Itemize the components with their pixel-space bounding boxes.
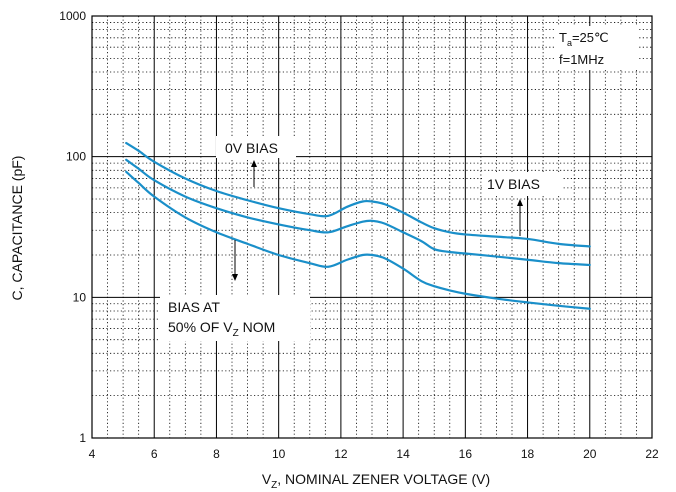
x-tick-label: 18 <box>521 447 535 461</box>
x-axis-label: VZ, NOMINAL ZENER VOLTAGE (V) <box>262 471 490 491</box>
bias-half-suffix: NOM <box>239 319 276 335</box>
plot-frame <box>91 15 653 439</box>
bias-half-label-line2: 50% OF VZ NOM <box>168 319 275 339</box>
bias-0v-arrowhead <box>251 160 257 167</box>
bias-1v-label: 1V BIAS <box>487 176 540 192</box>
x-tick-label: 6 <box>151 447 158 461</box>
bias-0v-box <box>216 136 296 158</box>
x-tick-label: 12 <box>334 447 348 461</box>
x-tick-label: 22 <box>645 447 659 461</box>
bias-half-sub: Z <box>233 328 239 339</box>
major-grid <box>92 16 652 438</box>
minor-grid <box>92 16 652 438</box>
ta-suffix: =25℃ <box>572 30 609 45</box>
x-axis-label-prefix: V <box>262 471 272 487</box>
x-tick-label: 10 <box>272 447 286 461</box>
y-tick-label: 1 <box>79 431 86 445</box>
bias-0v-label: 0V BIAS <box>225 140 278 156</box>
x-tick-label: 8 <box>213 447 220 461</box>
series-group <box>125 141 591 310</box>
x-tick-label: 14 <box>396 447 410 461</box>
ta-sub: a <box>567 38 572 48</box>
y-tick-label: 1000 <box>59 9 86 23</box>
series-line-1 <box>125 141 591 248</box>
bias-half-arrowhead <box>232 274 238 281</box>
y-axis-label: C, CAPACITANCE (pF) <box>9 156 25 301</box>
bias-half-box <box>160 295 310 341</box>
series-line-2 <box>125 158 591 267</box>
condition-temperature: Ta=25℃ <box>559 30 609 48</box>
x-tick-label: 16 <box>459 447 473 461</box>
bias-1v-arrowhead <box>517 199 523 206</box>
conditions-box <box>555 26 639 70</box>
bias-1v-box <box>482 172 562 196</box>
bias-half-label-line1: BIAS AT <box>168 299 220 315</box>
x-tick-label: 20 <box>583 447 597 461</box>
bias-half-prefix: 50% OF V <box>168 319 233 335</box>
x-tick-label: 4 <box>89 447 96 461</box>
y-tick-label: 10 <box>73 290 87 304</box>
x-axis-label-sub: Z <box>271 480 277 491</box>
ta-prefix: T <box>559 30 567 45</box>
tick-labels: 4 6 8 10 12 14 16 18 20 22 1 10 100 1000 <box>59 9 659 461</box>
x-axis-label-suffix: , NOMINAL ZENER VOLTAGE (V) <box>277 471 490 487</box>
y-tick-label: 100 <box>66 150 86 164</box>
condition-frequency: f=1MHz <box>559 52 604 67</box>
series-line-3 <box>125 170 591 310</box>
